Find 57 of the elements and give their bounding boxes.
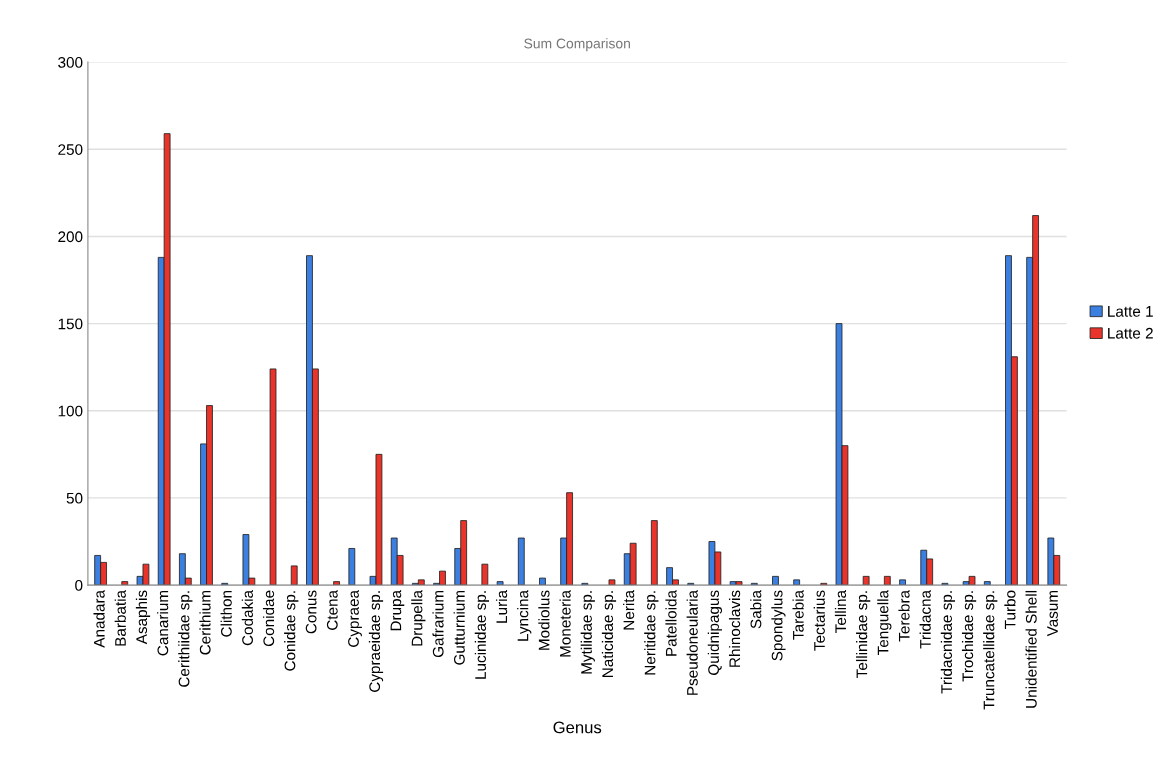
x-tick-label: Luria — [495, 589, 508, 623]
x-tick-label: Naticidae sp. — [601, 591, 617, 677]
legend-label: Latte 2 — [1108, 327, 1153, 339]
legend-label: Latte 1 — [1108, 306, 1153, 317]
x-tick-label: Moneteria — [559, 589, 571, 657]
x-tick-label: Trochidae sp. — [961, 591, 977, 682]
x-tick-label: Gafrarium — [432, 590, 444, 658]
y-tick-label: 300 — [58, 57, 83, 68]
x-tick-label: Neritidae sp. — [644, 591, 659, 675]
y-tick-label: 100 — [58, 405, 83, 417]
x-tick-label: Conidae — [262, 590, 275, 647]
x-tick-label: Tellina — [834, 589, 847, 633]
y-tick-label: 50 — [66, 492, 83, 504]
x-tick-label: Tarebia — [792, 589, 804, 640]
x-tick-label: Conidae sp. — [284, 591, 299, 671]
x-tick-label: Sabia — [750, 589, 762, 629]
x-tick-label: Codakia — [241, 589, 253, 646]
x-axis-title: Genus — [553, 721, 602, 734]
x-tick-label: Tellinidae sp. — [856, 591, 871, 678]
x-tick-label: Lyncina — [517, 589, 532, 641]
x-tick-label: Patelloida — [665, 589, 677, 656]
y-tick-label: 250 — [58, 144, 83, 155]
y-tick-label: 0 — [75, 579, 83, 591]
x-tick-label: Pseudoneularia — [686, 589, 698, 695]
x-tick-label: Turbo — [1004, 590, 1016, 629]
x-tick-label: Cypraea — [348, 589, 362, 647]
y-tick-label: 200 — [58, 231, 83, 243]
x-tick-label: Rhinoclavis — [728, 590, 741, 667]
x-tick-label: Modiolus — [538, 590, 550, 650]
x-tick-label: Conus — [305, 590, 317, 634]
x-tick-label: Cerithiidae sp. — [178, 591, 193, 687]
x-tick-label: Drupa — [390, 589, 405, 631]
x-tick-label: Vasum — [1047, 590, 1058, 637]
x-tick-label: Lucinidae sp. — [474, 591, 490, 679]
x-tick-label: Tectarius — [813, 590, 825, 651]
x-tick-label: Anadara — [93, 589, 105, 648]
x-tick-label: Cypraeidae sp. — [368, 591, 384, 692]
chart-title: Sum Comparison — [524, 38, 630, 52]
x-tick-label: Asaphis — [135, 590, 151, 645]
x-tick-label: Drupella — [411, 589, 426, 646]
x-tick-label: Terebra — [898, 589, 910, 642]
x-tick-label: Truncatellidae sp. — [983, 591, 998, 710]
x-tick-label: Tenguella — [877, 589, 892, 655]
x-tick-label: Nerita — [623, 589, 635, 630]
x-tick-label: Gutturnium — [453, 590, 465, 665]
x-tick-label: Mytilidae sp. — [580, 591, 595, 674]
x-tick-label: Canarium — [157, 590, 169, 656]
x-tick-label: Tridacna — [919, 589, 931, 649]
x-tick-label: Clithon — [220, 590, 232, 637]
x-tick-label: Ctena — [326, 589, 338, 630]
y-tick-label: 150 — [58, 318, 83, 330]
x-tick-label: Spondylus — [771, 590, 786, 661]
x-tick-label: Unidentified Shell — [1025, 590, 1037, 708]
x-tick-label: Quidnipagus — [707, 590, 723, 675]
x-tick-label: Barbatia — [114, 589, 126, 646]
x-tick-label: Cerithium — [199, 590, 211, 655]
x-tick-label: Tridacnidae sp. — [940, 591, 956, 694]
